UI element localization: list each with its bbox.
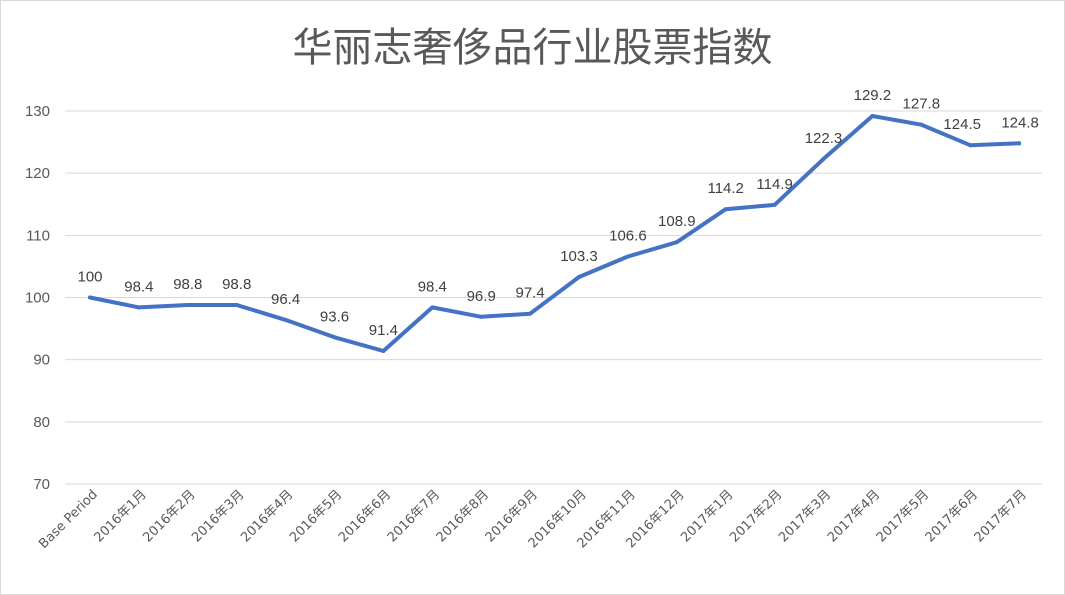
- data-label: 124.8: [1001, 114, 1039, 131]
- data-label: 103.3: [560, 248, 598, 265]
- data-label: 96.9: [467, 288, 496, 305]
- y-tick-label: 100: [25, 290, 50, 307]
- data-point: [479, 314, 484, 319]
- x-tick-label: Base Period: [36, 487, 101, 552]
- gridlines: [65, 110, 1042, 485]
- data-label: 100: [77, 269, 102, 286]
- series-line: [88, 114, 1022, 353]
- data-label: 106.6: [609, 227, 647, 244]
- data-point: [528, 311, 533, 316]
- y-tick-label: 120: [25, 165, 50, 182]
- data-point: [625, 254, 630, 259]
- data-label: 98.8: [173, 276, 202, 293]
- data-label: 91.4: [369, 322, 398, 339]
- data-point: [870, 113, 875, 118]
- data-labels: 100 98.4 98.8 98.8 96.4 93.6 91.4 98.4 96.9 97.4 1…: [77, 87, 1038, 339]
- data-label: 108.9: [658, 213, 696, 230]
- data-label: 122.3: [805, 130, 843, 147]
- data-label: 98.4: [124, 278, 153, 295]
- data-point: [577, 274, 581, 279]
- data-point: [88, 295, 92, 300]
- x-axis-ticks: Base Period2016年1月2016年2月2016年3月2016年4月2…: [36, 487, 1030, 552]
- data-point: [919, 122, 924, 127]
- data-label: 98.8: [222, 276, 251, 293]
- y-axis-ticks: 70 80 90 100 110 120 130: [25, 103, 50, 493]
- data-point: [772, 202, 777, 207]
- data-point: [821, 156, 826, 161]
- data-label: 93.6: [320, 308, 349, 325]
- data-label: 124.5: [943, 116, 981, 133]
- data-label: 129.2: [854, 87, 892, 104]
- y-tick-label: 80: [33, 414, 50, 431]
- data-point: [283, 317, 288, 322]
- data-point: [430, 305, 435, 310]
- data-label: 114.9: [756, 176, 792, 193]
- y-tick-label: 110: [26, 227, 50, 244]
- data-label: 96.4: [271, 291, 300, 308]
- x-tick-label: 2017年7月: [972, 487, 1030, 545]
- data-point: [136, 305, 141, 310]
- data-label: 114.2: [707, 180, 743, 197]
- y-tick-label: 70: [33, 476, 50, 493]
- y-tick-label: 90: [33, 352, 50, 369]
- data-point: [332, 335, 337, 340]
- series-group: [88, 113, 1022, 353]
- data-point: [674, 240, 679, 245]
- data-point: [234, 302, 239, 307]
- data-point: [185, 302, 190, 307]
- data-point: [723, 207, 728, 212]
- data-label: 98.4: [418, 278, 447, 295]
- data-point: [381, 348, 386, 353]
- data-label: 127.8: [903, 96, 941, 113]
- data-point: [1017, 141, 1022, 146]
- data-point: [968, 143, 973, 148]
- chart-title: 华丽志奢侈品行业股票指数: [292, 25, 773, 71]
- data-label: 97.4: [515, 285, 544, 302]
- y-tick-label: 130: [25, 103, 50, 120]
